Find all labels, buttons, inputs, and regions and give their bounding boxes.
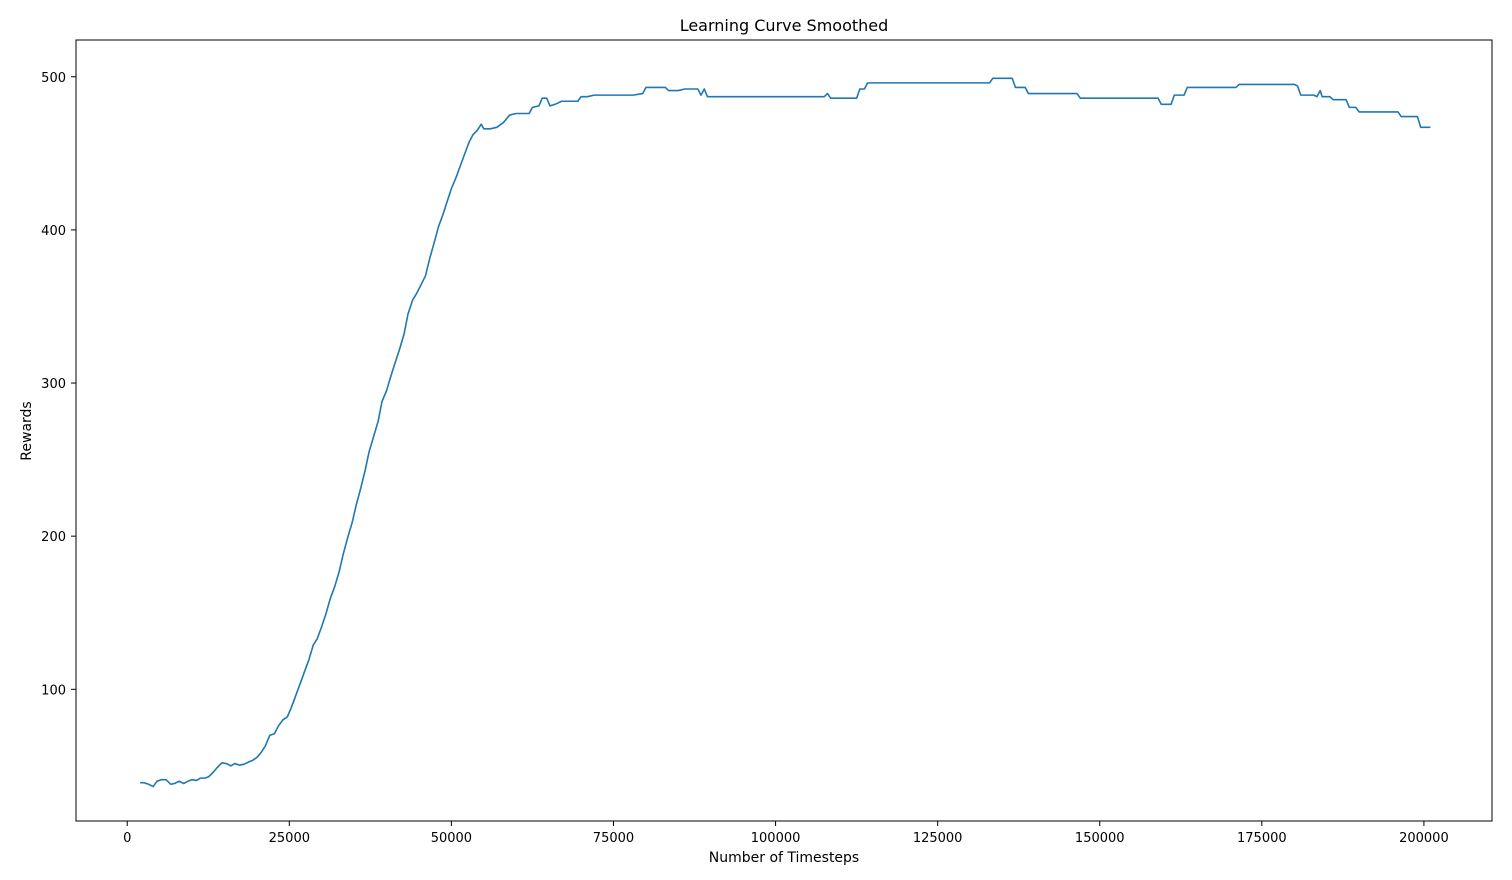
x-axis-ticks: 0 25000 50000 75000 100000 125000 150000 175000… — [123, 821, 1449, 846]
x-tick-label: 200000 — [1399, 831, 1449, 846]
y-tick-label: 400 — [41, 224, 66, 239]
y-axis-ticks: 100 200 300 400 500 — [41, 71, 76, 698]
x-tick-label: 175000 — [1237, 831, 1287, 846]
x-tick-label: 50000 — [431, 831, 472, 846]
x-tick-label: 100000 — [751, 831, 801, 846]
y-tick-label: 500 — [41, 71, 66, 86]
y-tick-label: 200 — [41, 530, 66, 545]
rewards-series-line — [140, 77, 1431, 788]
x-tick-label: 25000 — [269, 831, 310, 846]
x-axis-label: Number of Timesteps — [709, 850, 859, 866]
plot-area-frame — [75, 39, 1493, 822]
x-tick-label: 0 — [123, 831, 131, 846]
x-tick-label: 125000 — [913, 831, 963, 846]
y-axis-label: Rewards — [19, 401, 35, 460]
y-tick-label: 100 — [41, 683, 66, 698]
chart-title: Learning Curve Smoothed — [680, 16, 889, 35]
x-tick-label: 75000 — [593, 831, 634, 846]
y-tick-label: 300 — [41, 377, 66, 392]
x-tick-label: 150000 — [1075, 831, 1125, 846]
